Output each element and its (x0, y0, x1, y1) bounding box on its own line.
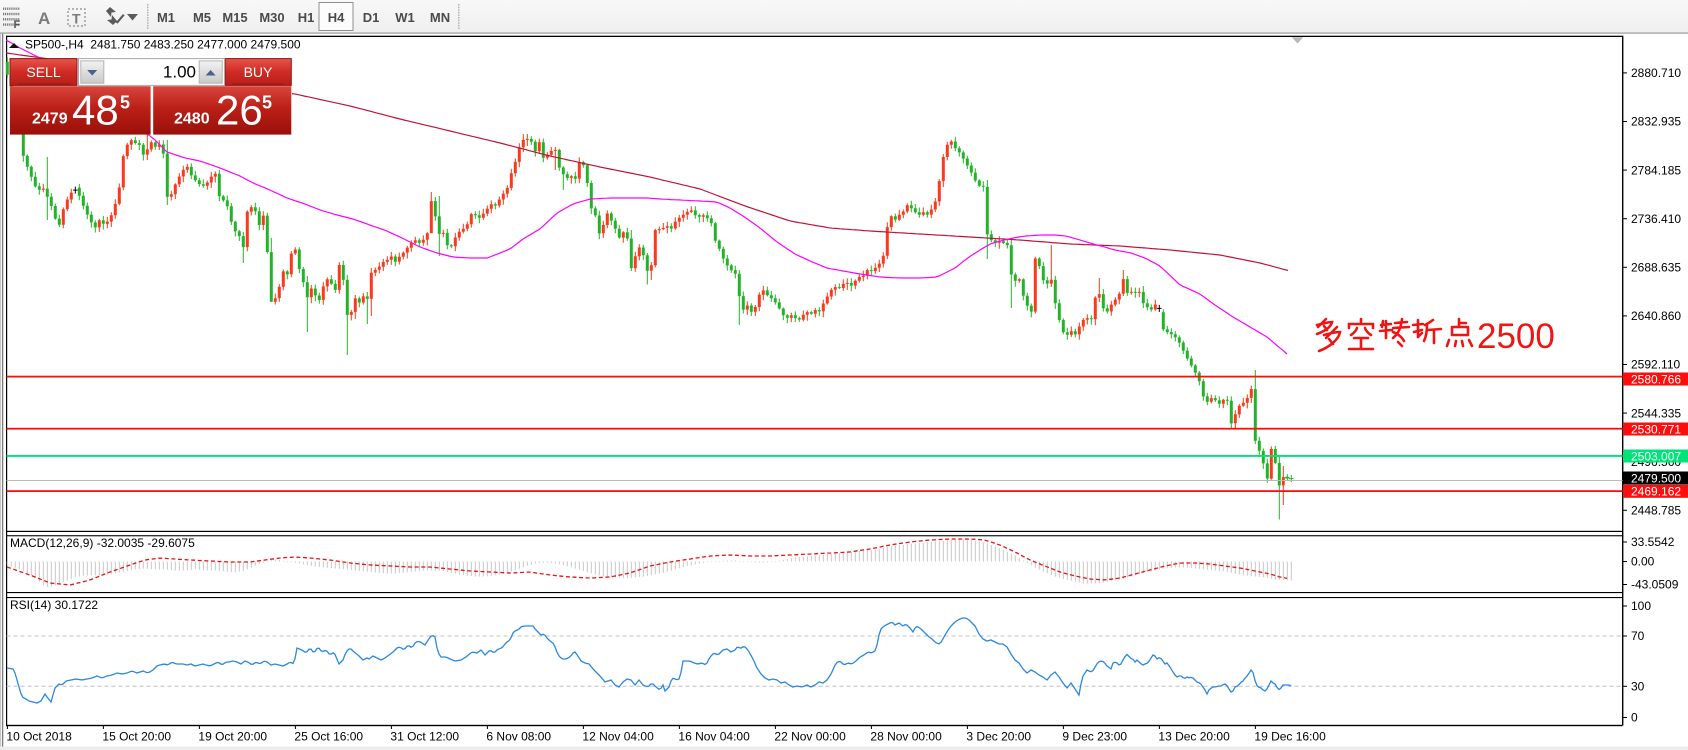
svg-text:25 Oct 16:00: 25 Oct 16:00 (294, 730, 363, 744)
svg-text:70: 70 (1631, 629, 1645, 643)
svg-text:2688.635: 2688.635 (1631, 261, 1681, 275)
svg-text:15 Oct 20:00: 15 Oct 20:00 (102, 730, 171, 744)
svg-text:W1: W1 (395, 10, 415, 25)
svg-text:RSI(14) 30.1722: RSI(14) 30.1722 (10, 598, 98, 612)
svg-text:0: 0 (1631, 711, 1638, 725)
svg-text:A: A (38, 9, 50, 28)
svg-text:1.00: 1.00 (163, 63, 196, 82)
svg-text:MN: MN (430, 10, 450, 25)
svg-text:T: T (72, 11, 81, 27)
svg-text:M5: M5 (193, 10, 211, 25)
svg-text:2880.710: 2880.710 (1631, 66, 1681, 80)
svg-text:100: 100 (1631, 599, 1651, 613)
svg-text:2736.410: 2736.410 (1631, 212, 1681, 226)
svg-text:MACD(12,26,9) -32.0035 -29.607: MACD(12,26,9) -32.0035 -29.6075 (10, 536, 195, 550)
svg-text:16 Nov 04:00: 16 Nov 04:00 (678, 730, 750, 744)
svg-text:2640.860: 2640.860 (1631, 309, 1681, 323)
svg-text:2544.335: 2544.335 (1631, 406, 1681, 420)
svg-text:2503.007: 2503.007 (1631, 449, 1681, 463)
svg-text:26: 26 (216, 87, 263, 134)
svg-text:2479.500: 2479.500 (1631, 471, 1681, 485)
svg-text:12 Nov 04:00: 12 Nov 04:00 (582, 730, 654, 744)
svg-text:H4: H4 (328, 10, 345, 25)
svg-text:33.5542: 33.5542 (1631, 535, 1675, 549)
svg-text:2479: 2479 (32, 111, 68, 128)
svg-text:6 Nov 08:00: 6 Nov 08:00 (486, 730, 551, 744)
svg-text:M15: M15 (222, 10, 247, 25)
svg-text:2530.771: 2530.771 (1631, 422, 1681, 436)
svg-text:2448.785: 2448.785 (1631, 504, 1681, 518)
svg-text:2784.185: 2784.185 (1631, 163, 1681, 177)
svg-text:2832.935: 2832.935 (1631, 115, 1681, 129)
svg-text:SELL: SELL (26, 64, 60, 80)
svg-text:9 Dec 23:00: 9 Dec 23:00 (1062, 730, 1127, 744)
svg-text:BUY: BUY (244, 64, 273, 80)
svg-text:10 Oct 2018: 10 Oct 2018 (6, 730, 72, 744)
svg-text:M1: M1 (157, 10, 175, 25)
svg-text:3 Dec 20:00: 3 Dec 20:00 (966, 730, 1031, 744)
svg-text:31 Oct 12:00: 31 Oct 12:00 (390, 730, 459, 744)
svg-text:2500: 2500 (1477, 317, 1555, 356)
svg-text:0.00: 0.00 (1631, 555, 1655, 569)
svg-text:2480: 2480 (174, 111, 210, 128)
svg-text:19 Oct 20:00: 19 Oct 20:00 (198, 730, 267, 744)
svg-text:28 Nov 00:00: 28 Nov 00:00 (870, 730, 942, 744)
svg-text:D1: D1 (363, 10, 380, 25)
svg-text:2592.110: 2592.110 (1631, 358, 1680, 372)
svg-text:5: 5 (120, 93, 130, 113)
svg-text:19 Dec 16:00: 19 Dec 16:00 (1254, 730, 1326, 744)
svg-text:5: 5 (262, 93, 272, 113)
svg-text:H1: H1 (298, 10, 315, 25)
svg-text:30: 30 (1631, 680, 1645, 694)
svg-text:48: 48 (72, 87, 119, 134)
svg-text:2469.162: 2469.162 (1631, 485, 1681, 499)
svg-text:22 Nov 00:00: 22 Nov 00:00 (774, 730, 846, 744)
svg-text:SP500-,H4 2481.750 2483.250 2: SP500-,H4 2481.750 2483.250 2477.000 247… (25, 38, 301, 52)
svg-text:2580.766: 2580.766 (1631, 372, 1681, 386)
svg-text:M30: M30 (259, 10, 284, 25)
svg-text:F: F (14, 19, 21, 31)
svg-text:13 Dec 20:00: 13 Dec 20:00 (1158, 730, 1230, 744)
svg-text:-43.0509: -43.0509 (1631, 578, 1679, 592)
